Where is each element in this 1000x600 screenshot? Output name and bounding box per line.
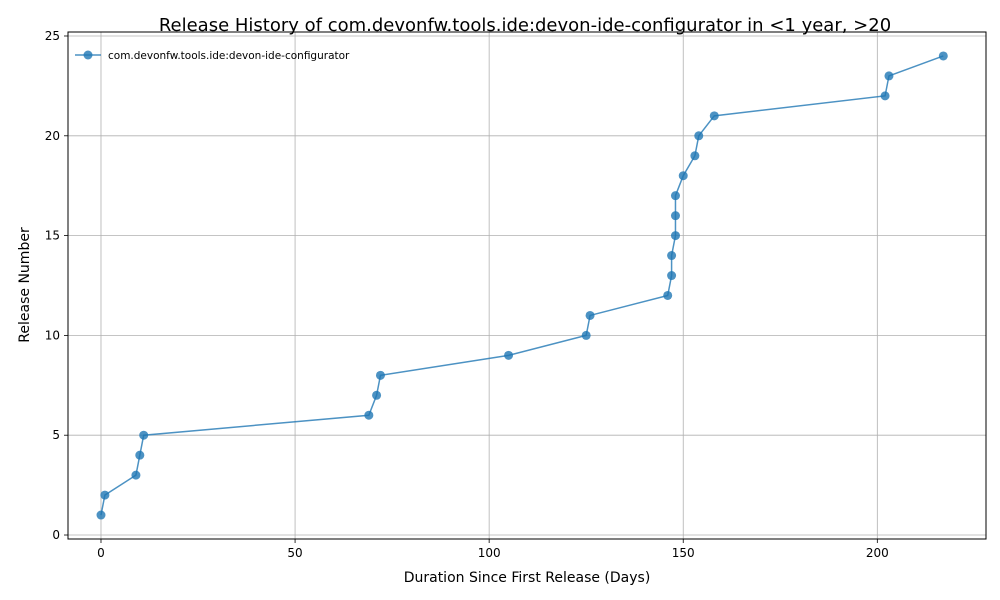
legend-marker-swatch <box>83 50 93 60</box>
x-axis-title: Duration Since First Release (Days) <box>404 570 651 586</box>
data-point <box>667 271 677 281</box>
series-layer <box>96 51 948 520</box>
y-axis-title: Release Number <box>17 227 33 343</box>
data-point <box>678 171 688 181</box>
data-point <box>670 211 680 221</box>
y-tick-label: 10 <box>45 328 60 342</box>
x-tick-label: 200 <box>866 546 889 560</box>
y-tick-label: 20 <box>45 129 60 143</box>
data-point <box>364 410 374 420</box>
x-tick-label: 0 <box>97 546 105 560</box>
data-point <box>375 370 385 380</box>
data-point <box>670 231 680 241</box>
data-point <box>938 51 948 61</box>
data-point <box>581 330 591 340</box>
data-point <box>585 310 595 320</box>
data-point <box>694 131 704 141</box>
y-tick-label: 0 <box>52 528 60 542</box>
data-point <box>139 430 149 440</box>
data-point <box>504 350 514 360</box>
data-point <box>100 490 110 500</box>
data-point <box>884 71 894 81</box>
data-point <box>96 510 106 520</box>
plot-area-frame <box>67 31 987 540</box>
x-tick-label: 100 <box>478 546 501 560</box>
data-point <box>131 470 141 480</box>
data-point <box>690 151 700 161</box>
data-point <box>880 91 890 101</box>
y-tick-label: 5 <box>52 428 60 442</box>
grid-lines <box>68 32 986 539</box>
legend: com.devonfw.tools.ide:devon-ide-configur… <box>75 50 350 62</box>
y-tick-label: 25 <box>45 29 60 43</box>
y-tick-label: 15 <box>45 229 60 243</box>
x-tick-label: 150 <box>672 546 695 560</box>
data-point <box>667 251 677 261</box>
chart-title: Release History of com.devonfw.tools.ide… <box>159 15 891 36</box>
axis-ticks: 0 50 100 150 200 0 5 10 15 20 25 <box>45 29 889 560</box>
legend-label: com.devonfw.tools.ide:devon-ide-configur… <box>108 50 350 62</box>
data-point <box>709 111 719 121</box>
data-point <box>135 450 145 460</box>
data-point <box>372 390 382 400</box>
x-tick-label: 50 <box>287 546 302 560</box>
data-point <box>670 191 680 201</box>
data-point <box>663 290 673 300</box>
